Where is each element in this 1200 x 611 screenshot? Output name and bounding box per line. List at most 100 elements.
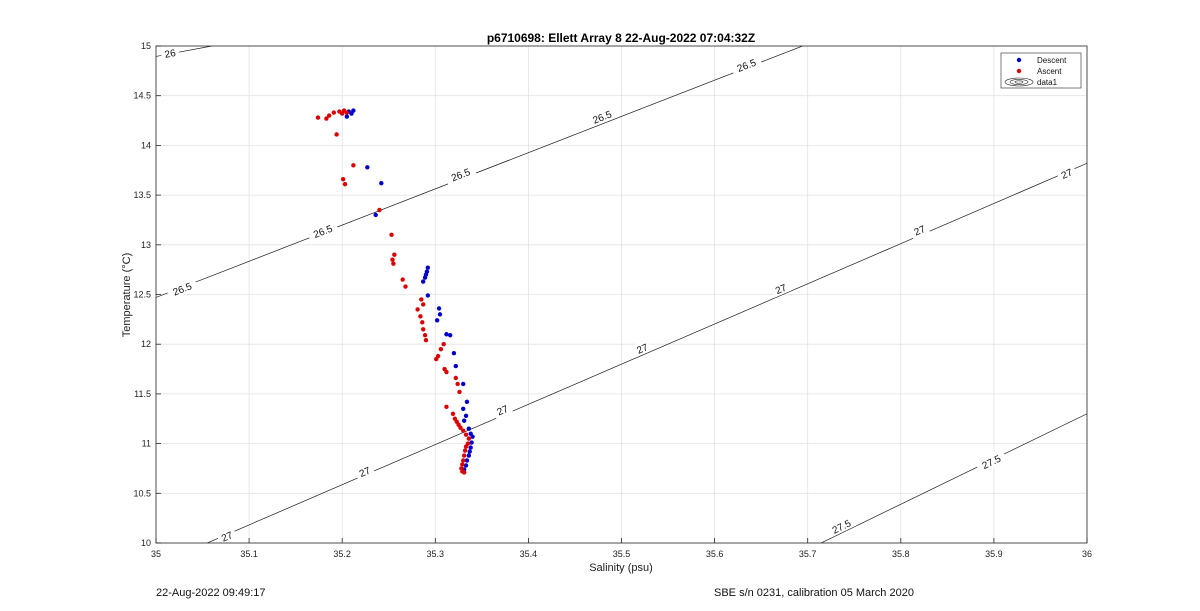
- x-tick-label: 35.2: [333, 549, 351, 559]
- descent-point: [351, 108, 356, 113]
- x-tick-label: 35.9: [985, 549, 1003, 559]
- legend-ascent-marker: [1016, 68, 1022, 74]
- footer-sensor-info: SBE s/n 0231, calibration 05 March 2020: [714, 587, 914, 599]
- y-tick-label: 14.5: [133, 91, 151, 101]
- ascent-point: [400, 277, 405, 282]
- descent-point: [425, 265, 431, 270]
- ascent-point: [326, 113, 332, 118]
- x-tick-label: 35.8: [892, 549, 910, 559]
- ascent-point: [389, 232, 394, 238]
- contour-line-27: [206, 162, 1087, 543]
- x-tick-label: 35.4: [520, 549, 538, 559]
- ascent-point: [331, 110, 337, 115]
- descent-point: [447, 333, 453, 338]
- ascent-point: [377, 207, 382, 213]
- ascent-point: [457, 389, 462, 395]
- legend-box: [1000, 52, 1082, 89]
- ascent-point: [351, 163, 356, 168]
- descent-point: [467, 449, 472, 454]
- ascent-point: [419, 297, 424, 302]
- descent-point: [461, 406, 466, 412]
- contour-label-bg: [160, 45, 180, 61]
- ascent-point: [463, 444, 469, 449]
- x-tick-label: 35.6: [706, 549, 724, 559]
- ascent-point: [418, 314, 423, 319]
- ascent-point: [392, 252, 397, 257]
- contour-label-bg: [770, 279, 792, 298]
- ascent-point: [461, 453, 467, 458]
- descent-point: [466, 426, 472, 431]
- legend-data1-label: data1: [1037, 78, 1058, 87]
- x-tick-label: 35.5: [613, 549, 631, 559]
- contour-label-bg: [353, 462, 376, 481]
- contour-label-text: 27: [1060, 167, 1075, 182]
- descent-point: [437, 312, 443, 317]
- ascent-point: [324, 116, 329, 121]
- ascent-point: [455, 381, 460, 387]
- ascent-point: [444, 404, 449, 410]
- descent-point: [379, 180, 384, 186]
- ascent-point: [444, 369, 449, 375]
- legend-contour-icon: [1004, 77, 1034, 87]
- contour-label-bg: [585, 105, 619, 128]
- y-tick-label: 14: [141, 140, 151, 150]
- ascent-point: [461, 458, 466, 463]
- contour-labels: 2626.526.526.526.526.52727272727272727.5…: [160, 45, 1078, 546]
- ascent-point: [391, 261, 396, 266]
- descent-point: [444, 332, 449, 337]
- ascent-point: [438, 346, 444, 352]
- contour-label-text: 27: [496, 404, 511, 419]
- x-axis-label: Salinity (psu): [589, 562, 653, 574]
- descent-point: [434, 318, 440, 323]
- descent-point: [470, 434, 475, 439]
- y-tick-label: 13.5: [133, 190, 151, 200]
- contour-label-bg: [908, 220, 931, 239]
- descent-point: [425, 293, 431, 298]
- y-tick-label: 12: [141, 339, 151, 349]
- x-tick-label: 35.1: [240, 549, 258, 559]
- descent-point: [453, 363, 458, 369]
- contour-label-bg: [216, 526, 238, 546]
- footer-timestamp: 22-Aug-2022 09:49:17: [156, 587, 266, 599]
- contour-label-text: 27: [220, 530, 235, 545]
- ascent-point: [390, 257, 395, 262]
- descent-point: [451, 350, 457, 356]
- descent-point: [466, 453, 472, 458]
- y-tick-label: 12.5: [133, 290, 151, 300]
- axis-ticks: 35 35.1 35.2 35.3 35.4 35.5 35.6 35.7 35.8 35.9 36…: [133, 41, 1092, 559]
- ascent-point: [462, 448, 468, 453]
- descent-point: [463, 413, 469, 418]
- descent-point: [373, 212, 378, 218]
- ascent-point: [415, 307, 420, 312]
- x-tick-label: 35: [151, 549, 161, 559]
- descent-point: [344, 114, 350, 119]
- contour-label: 26: [160, 45, 180, 61]
- descent-point: [365, 165, 370, 170]
- x-tick-label: 35.7: [799, 549, 817, 559]
- contour-label-bg: [165, 277, 199, 300]
- ascent-point: [461, 428, 466, 433]
- ascent-point: [423, 338, 429, 343]
- descent-point: [468, 445, 473, 450]
- contour-label-text: 27: [774, 282, 789, 297]
- descent-point: [422, 275, 428, 280]
- contour-label: 27: [631, 339, 653, 358]
- contour-label-text: 27: [635, 342, 650, 357]
- legend-descent-label: Descent: [1037, 56, 1067, 65]
- descent-point: [463, 463, 469, 468]
- ascent-point: [466, 436, 472, 441]
- descent-point: [464, 458, 470, 463]
- contour-label-bg: [730, 53, 763, 76]
- ascent-point: [422, 333, 428, 338]
- descent-point: [461, 381, 466, 387]
- ascent-point: [403, 284, 408, 289]
- y-axis-label: Temperature (°C): [121, 253, 133, 337]
- y-tick-label: 11.5: [134, 389, 151, 399]
- ascent-point: [458, 425, 463, 430]
- contour-label-text: 27: [913, 224, 928, 239]
- descent-point: [436, 306, 442, 311]
- ascent-point: [344, 110, 350, 115]
- x-tick-label: 35.3: [427, 549, 445, 559]
- ascent-point: [342, 181, 348, 187]
